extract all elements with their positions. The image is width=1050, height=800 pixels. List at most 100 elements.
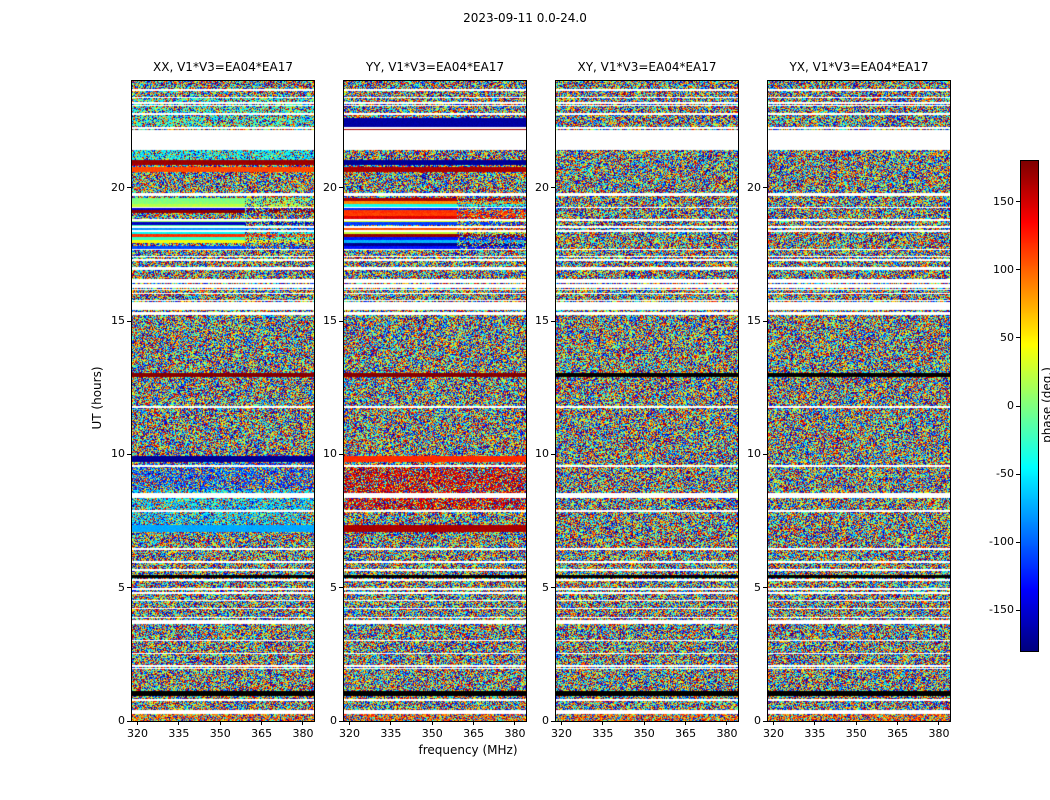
y-tick-label: 15 (747, 314, 761, 327)
x-tick-mark (643, 721, 645, 725)
x-tick-mark (602, 721, 604, 725)
x-tick-label: 350 (209, 727, 231, 740)
y-tick-mark (339, 453, 343, 455)
x-tick-mark (219, 721, 221, 725)
x-tick-mark (685, 721, 687, 725)
x-tick-mark (814, 721, 816, 725)
x-tick-mark (473, 721, 475, 725)
colorbar-tick-mark (1016, 269, 1020, 271)
y-tick-mark (127, 187, 131, 189)
colorbar-tick-label: 150 (993, 194, 1014, 208)
colorbar-tick-label: 50 (1000, 330, 1014, 344)
x-tick-mark (390, 721, 392, 725)
x-tick-label: 380 (716, 727, 738, 740)
heatmap-canvas-yx (768, 81, 950, 721)
x-tick-mark (855, 721, 857, 725)
y-tick-label: 5 (118, 580, 125, 594)
x-tick-mark (431, 721, 433, 725)
y-tick-label: 15 (111, 314, 125, 327)
colorbar-tick-mark (1016, 609, 1020, 611)
panel-title-xx: XX, V1*V3=EA04*EA17 (153, 60, 293, 74)
x-tick-mark (938, 721, 940, 725)
colorbar-tick-mark (1016, 201, 1020, 203)
panel-title-xy: XY, V1*V3=EA04*EA17 (577, 60, 717, 74)
y-tick-mark (339, 587, 343, 589)
y-tick-label: 10 (747, 447, 761, 461)
x-tick-label: 365 (887, 727, 909, 740)
x-tick-label: 365 (463, 727, 485, 740)
x-tick-label: 365 (251, 727, 273, 740)
colorbar-tick-label: -50 (996, 467, 1014, 481)
y-tick-label: 10 (111, 447, 125, 461)
y-tick-mark (551, 187, 555, 189)
y-tick-mark (763, 453, 767, 455)
y-tick-label: 20 (323, 180, 337, 194)
y-tick-mark (127, 320, 131, 322)
y-tick-label: 0 (330, 714, 337, 727)
colorbar-label: phase (deg.) (1040, 367, 1050, 443)
y-tick-label: 5 (330, 580, 337, 594)
panel-xx: XX, V1*V3=EA04*EA17 320 335 350 365 380 0 5 10 1… (111, 60, 315, 740)
x-tick-mark (302, 721, 304, 725)
x-tick-label: 380 (292, 727, 314, 740)
x-tick-label: 335 (592, 727, 614, 740)
y-tick-mark (551, 587, 555, 589)
heatmap-canvas-xx (132, 81, 314, 721)
heatmap-canvas-yy (344, 81, 526, 721)
y-tick-mark (763, 720, 767, 722)
heatmap-canvas-xy (556, 81, 738, 721)
x-tick-label: 350 (845, 727, 867, 740)
colorbar-tick-label: -100 (989, 535, 1014, 549)
x-tick-label: 320 (551, 727, 573, 740)
y-tick-mark (551, 720, 555, 722)
x-tick-mark (514, 721, 516, 725)
panel-yx: YX, V1*V3=EA04*EA17 320 335 350 365 380 0 5 10 1… (747, 60, 951, 740)
y-tick-label: 10 (535, 447, 549, 461)
x-tick-mark (137, 721, 138, 725)
y-tick-mark (763, 320, 767, 322)
colorbar-tick-label: 0 (1007, 399, 1014, 412)
y-axis-label: UT (hours) (90, 366, 104, 430)
x-tick-mark (897, 721, 899, 725)
colorbar-tick-mark (1016, 473, 1020, 475)
colorbar-gradient (1021, 161, 1038, 651)
y-tick-mark (551, 320, 555, 322)
y-tick-mark (339, 187, 343, 189)
x-tick-mark (261, 721, 263, 725)
y-tick-label: 15 (323, 314, 337, 327)
panel-xy: XY, V1*V3=EA04*EA17 320 335 350 365 380 0 5 10 1… (535, 60, 739, 740)
x-tick-label: 335 (168, 727, 190, 740)
y-tick-mark (551, 453, 555, 455)
y-tick-label: 15 (535, 314, 549, 327)
y-tick-mark (339, 720, 343, 722)
y-tick-label: 0 (754, 714, 761, 727)
x-tick-label: 380 (928, 727, 950, 740)
panel-title-yy: YY, V1*V3=EA04*EA17 (365, 60, 505, 74)
x-axis-label: frequency (MHz) (418, 743, 518, 757)
figure-title: 2023-09-11 0.0-24.0 (463, 11, 587, 25)
x-tick-label: 380 (504, 727, 526, 740)
y-tick-mark (127, 587, 131, 589)
y-tick-mark (127, 453, 131, 455)
colorbar: 150 100 50 0 -50 -100 -150 (989, 160, 1039, 652)
y-tick-label: 20 (747, 180, 761, 194)
x-tick-mark (773, 721, 774, 725)
x-tick-mark (726, 721, 728, 725)
y-tick-label: 10 (323, 447, 337, 461)
y-tick-mark (127, 720, 131, 722)
colorbar-tick-label: -150 (989, 603, 1014, 617)
panel-title-yx: YX, V1*V3=EA04*EA17 (789, 60, 929, 74)
y-tick-mark (763, 587, 767, 589)
x-tick-mark (349, 721, 350, 725)
x-tick-label: 320 (339, 727, 361, 740)
x-tick-label: 350 (633, 727, 655, 740)
colorbar-tick-label: 100 (993, 262, 1014, 276)
colorbar-tick-mark (1016, 337, 1020, 339)
colorbar-tick-mark (1016, 405, 1020, 407)
x-tick-label: 350 (421, 727, 443, 740)
x-tick-label: 335 (804, 727, 826, 740)
colorbar-tick-mark (1016, 541, 1020, 543)
y-tick-label: 0 (118, 714, 125, 727)
y-tick-label: 20 (111, 180, 125, 194)
